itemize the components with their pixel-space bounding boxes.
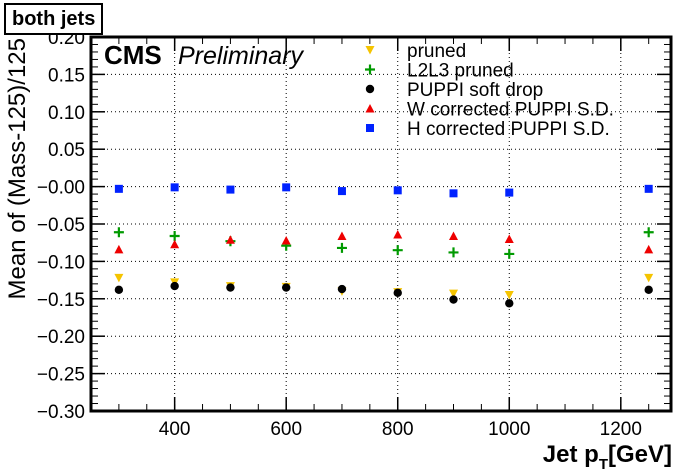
marker-puppi-soft-drop: [393, 288, 402, 298]
marker-w-corrected-puppi-s-d: [225, 235, 235, 244]
marker-w-corrected-puppi-s-d: [281, 235, 291, 245]
marker-l2l3-pruned: [643, 227, 654, 238]
x-axis-label: Jet pT[GeV]: [543, 441, 672, 473]
x-tick-label: 1000: [488, 419, 530, 440]
legend-label-h-corrected-puppi-s-d: H corrected PUPPI S.D.: [407, 119, 610, 140]
x-axis-label-main: Jet p: [543, 441, 599, 468]
marker-pruned: [449, 289, 458, 299]
marker-puppi-soft-drop: [505, 299, 514, 308]
marker-w-corrected-puppi-s-d: [504, 234, 514, 243]
legend-marker-w-corrected-puppi-s-d: [365, 104, 375, 113]
y-tick-label: −0.20: [37, 327, 85, 348]
marker-h-corrected-puppi-s-d: [393, 186, 402, 195]
marker-w-corrected-puppi-s-d: [449, 231, 458, 240]
axis-ticks: −0.30 −0.25 −0.20 −0.15 −0.10 −0.05 −0.00 0.05 0…: [37, 28, 671, 440]
corner-label: both jets: [4, 3, 104, 35]
y-tick-label: −0.30: [37, 402, 85, 423]
y-tick-label: −0.00: [37, 178, 85, 199]
x-tick-label: 400: [159, 419, 191, 440]
y-tick-label: 0.10: [48, 103, 85, 124]
y-tick-label: 0.15: [48, 65, 85, 86]
marker-l2l3-pruned: [336, 242, 347, 253]
legend-label-l2l3-pruned: L2L3 pruned: [407, 61, 514, 82]
preliminary-label: Preliminary: [178, 42, 305, 70]
y-tick-label: −0.15: [37, 290, 85, 311]
marker-puppi-soft-drop: [226, 283, 235, 292]
marker-puppi-soft-drop: [449, 295, 458, 304]
marker-h-corrected-puppi-s-d: [505, 188, 514, 197]
marker-h-corrected-puppi-s-d: [114, 184, 123, 193]
marker-w-corrected-puppi-s-d: [644, 244, 654, 254]
marker-w-corrected-puppi-s-d: [337, 231, 347, 240]
cms-label: CMS: [104, 40, 162, 70]
legend-label-pruned: pruned: [407, 41, 466, 62]
marker-h-corrected-puppi-s-d: [644, 184, 653, 193]
marker-puppi-soft-drop: [114, 285, 124, 295]
y-tick-label: −0.25: [37, 365, 85, 386]
marker-puppi-soft-drop: [281, 283, 291, 292]
x-tick-label: 600: [270, 419, 302, 440]
x-tick-label: 1200: [600, 419, 642, 440]
data-markers: [113, 183, 654, 308]
marker-puppi-soft-drop: [170, 281, 179, 291]
marker-h-corrected-puppi-s-d: [449, 189, 458, 198]
legend-label-w-corrected-puppi-s-d: W corrected PUPPI S.D.: [407, 100, 614, 121]
x-tick-label: 800: [382, 419, 414, 440]
marker-puppi-soft-drop: [644, 285, 653, 295]
marker-pruned: [644, 273, 654, 283]
marker-pruned: [504, 291, 514, 300]
marker-l2l3-pruned: [504, 248, 515, 259]
marker-h-corrected-puppi-s-d: [282, 183, 291, 192]
x-axis-label-unit: [GeV]: [608, 441, 672, 468]
legend-marker-h-corrected-puppi-s-d: [366, 124, 374, 132]
y-tick-label: −0.05: [37, 215, 85, 236]
y-tick-label: 0.05: [48, 140, 85, 161]
marker-w-corrected-puppi-s-d: [114, 244, 124, 254]
legend-marker-puppi-soft-drop: [365, 84, 375, 94]
x-axis-label-subscript: T: [599, 456, 608, 473]
legend-label-puppi-soft-drop: PUPPI soft drop: [407, 80, 543, 101]
marker-l2l3-pruned: [169, 230, 180, 241]
marker-l2l3-pruned: [392, 245, 403, 256]
y-axis-label: Mean of (Mass-125)/125: [4, 38, 31, 299]
marker-pruned: [114, 273, 124, 283]
marker-h-corrected-puppi-s-d: [226, 185, 235, 194]
legend-marker-l2l3-pruned: [365, 64, 375, 75]
marker-h-corrected-puppi-s-d: [170, 183, 179, 192]
y-tick-label: −0.10: [37, 252, 85, 273]
legend-marker-pruned: [365, 46, 375, 55]
marker-l2l3-pruned: [448, 247, 459, 258]
marker-puppi-soft-drop: [337, 284, 347, 294]
grid-lines: [91, 37, 671, 411]
marker-h-corrected-puppi-s-d: [337, 187, 346, 196]
marker-w-corrected-puppi-s-d: [393, 229, 403, 239]
marker-w-corrected-puppi-s-d: [170, 239, 180, 249]
marker-l2l3-pruned: [113, 227, 124, 238]
